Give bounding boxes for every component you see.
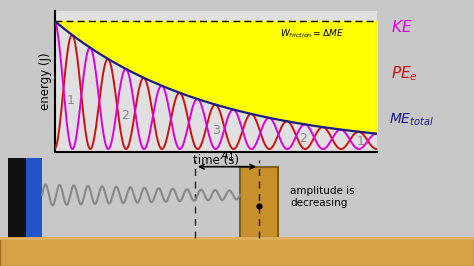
Text: $ME_{total}$: $ME_{total}$ bbox=[389, 112, 434, 128]
Text: 1: 1 bbox=[357, 135, 365, 148]
Text: 1: 1 bbox=[67, 94, 74, 107]
Text: $PE_e$: $PE_e$ bbox=[391, 64, 418, 82]
Text: 2: 2 bbox=[121, 109, 129, 122]
Text: 2: 2 bbox=[299, 132, 307, 145]
Y-axis label: energy (J): energy (J) bbox=[39, 52, 52, 110]
X-axis label: time (s): time (s) bbox=[192, 154, 239, 167]
Text: 3: 3 bbox=[212, 124, 219, 137]
Bar bbox=[8, 158, 26, 238]
Text: $A_1$: $A_1$ bbox=[220, 149, 234, 163]
Bar bbox=[0, 238, 474, 266]
Text: $KE$: $KE$ bbox=[391, 19, 413, 35]
Text: amplitude is
decreasing: amplitude is decreasing bbox=[290, 186, 355, 208]
Bar bbox=[240, 167, 278, 238]
Text: $W_{friction} = \Delta ME$: $W_{friction} = \Delta ME$ bbox=[281, 27, 344, 40]
Bar bbox=[26, 158, 42, 238]
